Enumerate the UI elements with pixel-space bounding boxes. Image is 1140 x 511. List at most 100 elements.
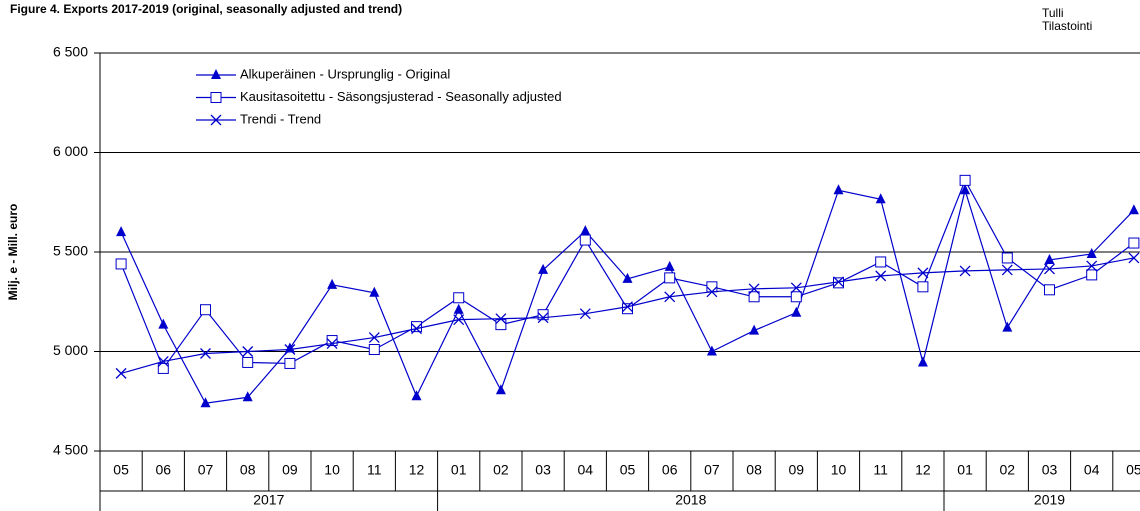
data-point — [538, 263, 549, 274]
data-point — [622, 301, 633, 313]
data-point — [1044, 263, 1055, 275]
x-tick-label: 07 — [704, 462, 720, 478]
x-tick-label: 02 — [1000, 462, 1016, 478]
legend-label: Alkuperäinen - Ursprunglig - Original — [240, 66, 450, 81]
x-tick-label: 02 — [493, 462, 509, 478]
x-tick-label: 04 — [1084, 462, 1100, 478]
x-tick-label: 05 — [113, 462, 129, 478]
data-point — [453, 292, 465, 304]
source-line: Tilastointi — [1042, 19, 1092, 33]
x-tick-label: 08 — [240, 462, 256, 478]
data-point — [917, 356, 928, 367]
data-point — [791, 306, 802, 317]
data-point — [495, 384, 506, 395]
data-point — [706, 286, 718, 298]
data-point — [664, 291, 676, 303]
y-tick-label: 5 500 — [53, 243, 88, 259]
x-tick-label: 01 — [451, 462, 467, 478]
chart-title: Figure 4. Exports 2017-2019 (original, s… — [10, 2, 402, 16]
data-point — [622, 272, 633, 283]
data-point — [537, 312, 549, 324]
x-tick-label: 07 — [198, 462, 214, 478]
data-point — [1128, 252, 1140, 264]
data-point — [622, 303, 633, 315]
data-point — [748, 291, 760, 303]
data-point — [833, 184, 844, 195]
data-point — [1086, 260, 1098, 272]
series-line — [120, 188, 1135, 404]
data-point — [1044, 284, 1055, 296]
x-group-label: 2019 — [1034, 492, 1065, 508]
x-tick-label: 09 — [789, 462, 805, 478]
data-point — [790, 291, 802, 303]
data-point — [200, 348, 211, 359]
data-point — [495, 313, 507, 325]
data-point — [326, 338, 338, 349]
x-tick-label: 01 — [957, 462, 973, 478]
data-point — [537, 309, 549, 321]
data-point — [1001, 264, 1013, 276]
x-tick-label: 03 — [535, 462, 551, 478]
data-point — [579, 308, 591, 320]
data-point — [115, 258, 127, 270]
data-point — [1086, 269, 1098, 281]
data-point — [917, 281, 929, 293]
x-tick-label: 06 — [662, 462, 678, 478]
data-point — [875, 270, 887, 282]
data-point — [495, 319, 507, 331]
x-group-label: 2017 — [253, 492, 284, 508]
data-point — [200, 397, 211, 408]
data-point — [368, 332, 380, 344]
data-point — [242, 356, 254, 368]
data-point — [706, 345, 717, 356]
data-point — [1128, 204, 1139, 215]
data-point — [284, 344, 296, 355]
x-tick-label: 11 — [873, 462, 888, 478]
data-point — [664, 260, 675, 271]
data-point — [157, 355, 169, 367]
data-point — [959, 265, 971, 277]
data-point — [706, 281, 718, 293]
y-tick-label: 6 500 — [53, 44, 88, 60]
data-point — [1002, 321, 1013, 332]
data-point — [875, 256, 887, 268]
y-axis-label: Milj. e - Mill. euro — [6, 204, 20, 301]
legend-label: Trendi - Trend — [240, 111, 321, 126]
data-point — [1086, 247, 1097, 258]
data-point — [453, 314, 465, 326]
data-point — [959, 174, 971, 186]
data-point — [790, 282, 802, 294]
data-point — [158, 318, 169, 329]
data-point — [411, 321, 422, 333]
x-group-label: 2018 — [675, 492, 706, 508]
data-point — [917, 267, 929, 279]
data-point — [1044, 253, 1055, 264]
data-point — [368, 344, 380, 356]
data-point — [411, 323, 422, 335]
data-point — [1128, 237, 1140, 249]
data-point — [748, 283, 760, 295]
data-point — [326, 335, 338, 347]
x-tick-label: 12 — [409, 462, 425, 478]
x-tick-label: 05 — [1126, 462, 1140, 478]
data-point — [242, 346, 254, 357]
data-point — [327, 278, 338, 289]
data-point — [1001, 252, 1013, 264]
x-tick-label: 12 — [915, 462, 931, 478]
legend-label: Kausitasoitettu - Säsongsjusterad - Seas… — [240, 89, 562, 104]
data-point — [664, 272, 676, 284]
y-tick-label: 6 000 — [53, 143, 88, 159]
data-point — [875, 193, 886, 204]
data-point — [200, 304, 211, 316]
x-tick-label: 10 — [324, 462, 340, 478]
y-tick-label: 4 500 — [53, 442, 88, 458]
data-point — [411, 390, 422, 401]
data-point — [210, 92, 222, 103]
data-point — [284, 357, 296, 369]
x-tick-label: 11 — [367, 462, 382, 478]
data-point — [580, 225, 591, 236]
x-tick-label: 04 — [578, 462, 594, 478]
x-tick-label: 08 — [746, 462, 762, 478]
y-tick-label: 5 000 — [53, 342, 88, 358]
